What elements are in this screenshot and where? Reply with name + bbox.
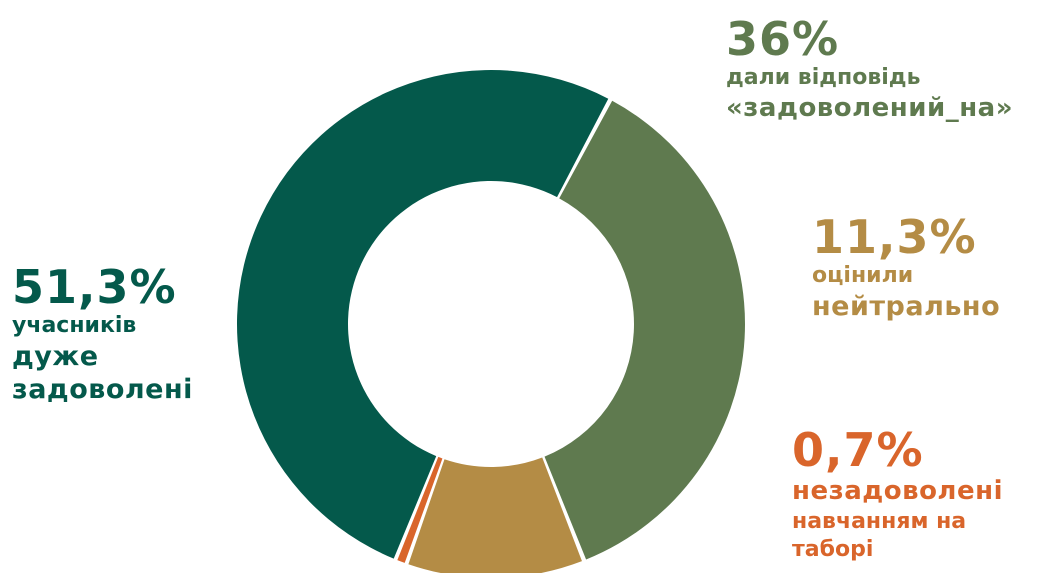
neutral-line-2: нейтрально bbox=[812, 291, 1001, 322]
dissatisfied-percent-label: 0,7% bbox=[792, 423, 924, 477]
slice-dissatisfied bbox=[397, 456, 443, 563]
callout-neutral: 11,3% оцінили нейтрально bbox=[812, 212, 1000, 323]
callout-dissatisfied: 0,7% незадоволені навчанням на таборі bbox=[792, 425, 1003, 564]
neutral-line-1: оцінили bbox=[812, 263, 914, 288]
very-satisfied-line-1: учасників bbox=[12, 313, 137, 338]
neutral-percent-label: 11,3% bbox=[812, 210, 977, 264]
dissatisfied-line-3: таборі bbox=[792, 537, 874, 562]
very-satisfied-line-2: дуже bbox=[12, 341, 99, 372]
dissatisfied-line-1: незадоволені bbox=[792, 476, 1003, 506]
callout-satisfied: 36% дали відповідь «задоволений_на» bbox=[726, 14, 1013, 125]
very-satisfied-percent-label: 51,3% bbox=[12, 260, 177, 314]
slice-very-satisfied bbox=[236, 69, 609, 559]
satisfied-line-2: «задоволений_на» bbox=[726, 93, 1014, 123]
dissatisfied-line-2: навчанням на bbox=[792, 509, 967, 534]
satisfied-line-1: дали відповідь bbox=[726, 65, 921, 90]
satisfied-percent-label: 36% bbox=[726, 12, 840, 66]
callout-very-satisfied: 51,3% учасників дуже задоволені bbox=[12, 262, 193, 406]
slice-neutral bbox=[408, 457, 582, 573]
very-satisfied-line-3: задоволені bbox=[12, 374, 193, 405]
slice-satisfied bbox=[544, 100, 745, 560]
